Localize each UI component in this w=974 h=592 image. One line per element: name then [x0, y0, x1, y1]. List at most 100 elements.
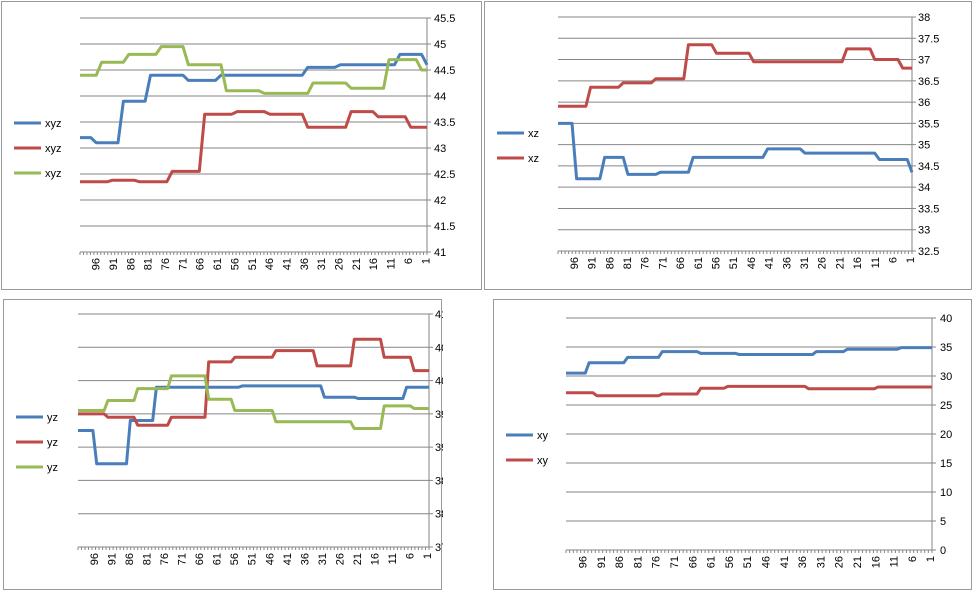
chart-xyz: 41 41.5 42 42.5 43 43.5 44 44.5 45 45.5 96 91 86 81 76… [14, 13, 455, 270]
chart-panel-xyz: 41 41.5 42 42.5 43 43.5 44 44.5 45 45.5 96 91 86 81 76… [1, 1, 482, 290]
x-tick-label: 96 [91, 258, 103, 270]
y-tick-label: 0 [940, 545, 946, 557]
x-tick-label: 26 [334, 553, 346, 565]
x-tick-label: 91 [106, 553, 118, 565]
y-tick-label: 39 [435, 442, 443, 454]
x-tick-label: 16 [368, 258, 380, 270]
y-tick-label: 37.5 [918, 33, 939, 45]
y-tick-label: 37.5 [435, 542, 443, 554]
x-tick-label: 96 [577, 556, 589, 568]
x-tick-label: 61 [706, 556, 718, 568]
x-tick-label: 91 [596, 556, 608, 568]
y-tick-label: 45 [434, 39, 446, 51]
x-tick-label: 46 [760, 556, 772, 568]
x-tick-label: 51 [247, 258, 259, 270]
x-tick-label: 61 [693, 257, 705, 269]
x-tick-label: 71 [177, 553, 189, 565]
x-tick-label: 31 [317, 553, 329, 565]
x-tick-label: 51 [742, 556, 754, 568]
x-tick-label: 6 [405, 553, 417, 559]
x-tick-label: 96 [89, 553, 101, 565]
x-tick-label: 86 [614, 556, 626, 568]
legend-label: xz [528, 128, 539, 140]
y-tick-label: 5 [940, 516, 946, 528]
y-tick-label: 40 [940, 313, 952, 325]
x-tick-label: 11 [889, 556, 901, 567]
x-tick-label: 81 [622, 257, 634, 269]
y-tick-label: 38.5 [435, 475, 443, 487]
y-tick-label: 35.5 [918, 118, 939, 130]
y-tick-label: 10 [940, 487, 952, 499]
x-tick-label: 91 [587, 257, 599, 269]
legend-label: yz [47, 412, 58, 424]
series-line-1 [78, 337, 429, 427]
y-tick-label: 44.5 [434, 65, 455, 77]
y-tick-label: 44 [434, 91, 446, 103]
y-tick-label: 34 [918, 182, 930, 194]
x-tick-label: 1 [925, 556, 937, 562]
x-tick-label: 6 [403, 258, 415, 264]
x-tick-label: 96 [569, 257, 581, 269]
x-tick-label: 36 [299, 553, 311, 565]
chart-panel-yz: 37.53838.53939.54040.5419691868176716661… [3, 299, 443, 590]
x-tick-label: 66 [687, 556, 699, 568]
x-tick-label: 81 [143, 258, 155, 270]
chart-panel-xy: 0 5 10 15 20 25 30 35 40 96 91 86 81 76 71 66 61 56 51 46 41… [493, 299, 972, 590]
y-tick-label: 20 [940, 429, 952, 441]
x-tick-label: 31 [815, 556, 827, 568]
y-tick-label: 36.5 [918, 76, 939, 88]
x-tick-label: 71 [177, 258, 189, 270]
x-tick-label: 31 [799, 257, 811, 269]
x-tick-label: 21 [852, 556, 864, 568]
series-line-1 [566, 384, 932, 398]
x-tick-label: 11 [870, 257, 882, 268]
x-tick-label: 51 [728, 257, 740, 269]
x-tick-label: 86 [604, 257, 616, 269]
x-tick-label: 56 [229, 553, 241, 565]
y-tick-label: 33.5 [918, 203, 939, 215]
chart-xz: 32.5 33 33.5 34 34.5 35 35.5 36 36.5 37 37.5 38 96 91… [497, 12, 939, 269]
x-tick-label: 46 [264, 258, 276, 270]
x-tick-label: 16 [370, 553, 382, 565]
x-tick-label: 1 [422, 553, 434, 559]
y-tick-label: 45.5 [434, 13, 455, 25]
series-line-2 [78, 374, 429, 430]
y-tick-label: 40.5 [435, 342, 443, 354]
x-tick-label: 56 [724, 556, 736, 568]
series-line-0 [78, 384, 429, 466]
y-tick-label: 33 [918, 225, 930, 237]
x-tick-label: 66 [195, 258, 207, 270]
y-tick-label: 15 [940, 458, 952, 470]
y-tick-label: 36 [918, 97, 930, 109]
x-tick-label: 1 [905, 257, 917, 263]
x-tick-label: 46 [264, 553, 276, 565]
x-tick-label: 66 [675, 257, 687, 269]
x-tick-label: 86 [125, 258, 137, 270]
x-tick-label: 41 [764, 257, 776, 269]
x-tick-label: 26 [334, 258, 346, 270]
series-line-0 [558, 121, 914, 181]
x-tick-label: 51 [247, 553, 259, 565]
chart-panel-xz: 32.5 33 33.5 34 34.5 35 35.5 36 36.5 37 37.5 38 96 91… [484, 1, 972, 290]
y-tick-label: 38 [435, 509, 443, 521]
legend-label: xy [537, 430, 549, 442]
x-tick-label: 31 [316, 258, 328, 270]
x-tick-label: 21 [351, 258, 363, 270]
y-tick-label: 41 [434, 247, 446, 259]
x-tick-label: 76 [651, 556, 663, 568]
y-tick-label: 32.5 [918, 246, 939, 258]
legend-label: xz [528, 153, 539, 165]
x-tick-label: 56 [711, 257, 723, 269]
y-tick-label: 41.5 [434, 221, 455, 233]
legend-label: xy [537, 455, 549, 467]
x-tick-label: 6 [907, 556, 919, 562]
x-tick-label: 36 [299, 258, 311, 270]
x-tick-label: 61 [212, 553, 224, 565]
x-tick-label: 76 [160, 258, 172, 270]
x-tick-label: 41 [779, 556, 791, 568]
y-tick-label: 38 [918, 12, 930, 24]
x-tick-label: 46 [746, 257, 758, 269]
x-tick-label: 66 [194, 553, 206, 565]
x-tick-label: 76 [640, 257, 652, 269]
x-tick-label: 36 [781, 257, 793, 269]
